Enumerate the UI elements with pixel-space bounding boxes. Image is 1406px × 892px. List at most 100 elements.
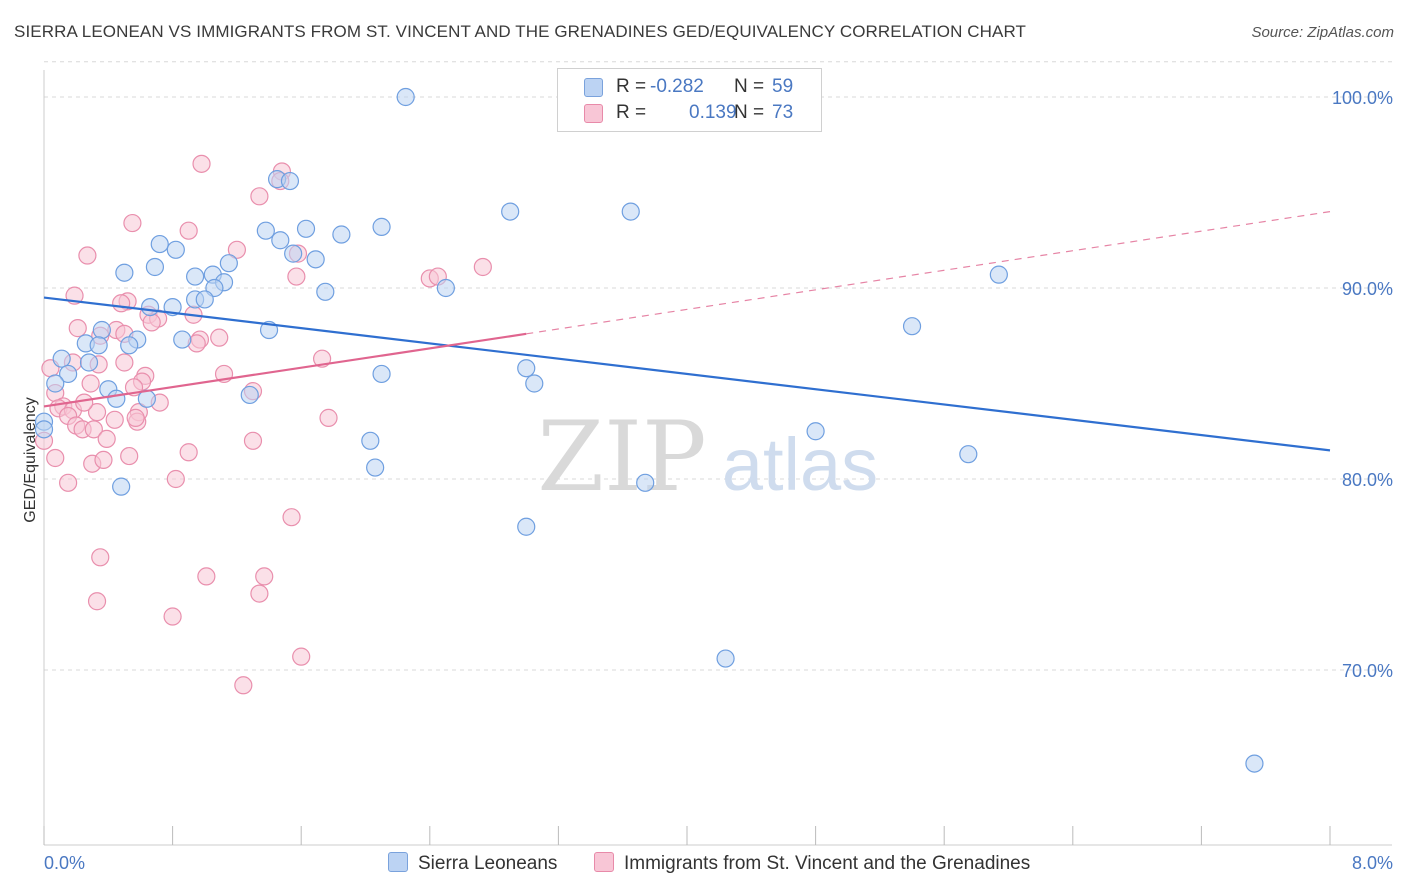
point-sierra-leonean	[959, 445, 978, 464]
point-sierra-leonean	[332, 225, 351, 244]
point-sierra-leonean	[621, 202, 640, 221]
point-st-vincent-immigrant	[91, 548, 110, 567]
legend-swatch-blue	[584, 78, 603, 97]
point-sierra-leonean	[140, 298, 160, 317]
legend-r-label: R =	[616, 102, 647, 123]
point-st-vincent-immigrant	[234, 676, 253, 695]
x-tick-label: 0.0%	[44, 853, 85, 873]
bottom-legend-item-pink[interactable]: Immigrants from St. Vincent and the Gren…	[594, 852, 1030, 875]
point-sierra-leonean	[284, 244, 303, 263]
trend-line-blue	[43, 296, 1331, 452]
point-sierra-leonean	[219, 254, 238, 273]
point-st-vincent-immigrant	[287, 267, 306, 286]
bottom-legend-label: Sierra Leoneans	[418, 853, 558, 874]
point-st-vincent-immigrant	[163, 607, 182, 626]
bottom-legend-swatch-pink	[594, 852, 614, 872]
point-sierra-leonean	[112, 477, 131, 496]
point-st-vincent-immigrant	[97, 429, 116, 448]
point-st-vincent-immigrant	[112, 294, 131, 313]
point-sierra-leonean	[1245, 754, 1264, 773]
point-sierra-leonean	[372, 364, 391, 384]
trend-line-pink	[43, 332, 527, 408]
point-st-vincent-immigrant	[179, 443, 198, 462]
source-label: Source: ZipAtlas.com	[1251, 24, 1394, 41]
point-st-vincent-immigrant	[142, 313, 161, 332]
point-sierra-leonean	[517, 517, 536, 536]
point-st-vincent-immigrant	[123, 213, 142, 233]
point-sierra-leonean	[145, 257, 165, 277]
legend-r-value: -0.282	[650, 76, 704, 97]
point-sierra-leonean	[280, 171, 300, 191]
point-st-vincent-immigrant	[243, 431, 263, 450]
point-sierra-leonean	[79, 353, 99, 372]
point-st-vincent-immigrant	[319, 408, 338, 427]
point-st-vincent-immigrant	[46, 448, 65, 468]
watermark: ZIP atlas	[537, 401, 878, 513]
point-st-vincent-immigrant	[473, 257, 492, 277]
y-tick-label: 80.0%	[1342, 470, 1393, 490]
legend-r-label: R =	[616, 76, 647, 97]
point-sierra-leonean	[372, 217, 391, 236]
point-sierra-leonean	[501, 202, 520, 221]
point-sierra-leonean	[195, 290, 214, 309]
point-sierra-leonean	[361, 431, 380, 450]
point-sierra-leonean	[525, 374, 544, 393]
point-sierra-leonean	[396, 87, 415, 107]
legend-swatch-pink	[584, 104, 603, 123]
point-sierra-leonean	[240, 385, 259, 405]
point-st-vincent-immigrant	[227, 240, 246, 259]
legend-r-value: 0.139	[689, 102, 737, 123]
point-sierra-leonean	[636, 473, 655, 492]
point-st-vincent-immigrant	[94, 450, 113, 469]
point-st-vincent-immigrant	[210, 328, 229, 347]
point-sierra-leonean	[59, 364, 78, 384]
chart-title: SIERRA LEONEAN VS IMMIGRANTS FROM ST. VI…	[14, 22, 1027, 41]
point-sierra-leonean	[173, 330, 192, 349]
point-sierra-leonean	[806, 422, 825, 441]
point-sierra-leonean	[166, 240, 185, 259]
bottom-legend-label: Immigrants from St. Vincent and the Gren…	[624, 853, 1031, 874]
point-sierra-leonean	[296, 219, 316, 238]
point-sierra-leonean	[186, 267, 205, 286]
point-sierra-leonean	[316, 282, 335, 301]
point-st-vincent-immigrant	[292, 647, 311, 666]
point-sierra-leonean	[150, 234, 169, 254]
point-st-vincent-immigrant	[120, 446, 139, 466]
point-st-vincent-immigrant	[197, 567, 216, 586]
y-tick-label: 90.0%	[1342, 279, 1393, 299]
point-st-vincent-immigrant	[105, 410, 124, 429]
point-st-vincent-immigrant	[166, 469, 185, 489]
point-st-vincent-immigrant	[68, 319, 87, 338]
point-st-vincent-immigrant	[250, 187, 269, 206]
trend-line-pink-dashed	[526, 211, 1331, 335]
y-tick-labels: 70.0% 80.0% 90.0% 100.0%	[1332, 88, 1393, 681]
y-tick-label: 100.0%	[1332, 88, 1393, 108]
y-axis-label: GED/Equivalency	[22, 397, 39, 522]
point-st-vincent-immigrant	[179, 221, 198, 240]
point-st-vincent-immigrant	[282, 508, 301, 527]
point-st-vincent-immigrant	[255, 567, 274, 586]
point-st-vincent-immigrant	[87, 403, 107, 422]
x-tick-label: 8.0%	[1352, 853, 1393, 873]
gridlines	[44, 61, 1392, 671]
point-sierra-leonean	[115, 263, 134, 282]
point-sierra-leonean	[517, 359, 536, 378]
point-st-vincent-immigrant	[81, 374, 100, 393]
point-sierra-leonean	[107, 389, 126, 408]
point-sierra-leonean	[256, 221, 275, 240]
point-st-vincent-immigrant	[75, 393, 94, 412]
legend-n-value: 59	[772, 76, 794, 97]
point-sierra-leonean	[902, 317, 922, 336]
point-st-vincent-immigrant	[126, 408, 145, 427]
point-sierra-leonean	[120, 336, 139, 355]
point-sierra-leonean	[271, 231, 290, 250]
bottom-legend-item-blue[interactable]: Sierra Leoneans	[388, 852, 557, 875]
point-st-vincent-immigrant	[192, 154, 211, 173]
trend-lines	[43, 211, 1331, 452]
legend-n-value: 73	[772, 102, 794, 123]
point-sierra-leonean	[989, 265, 1008, 284]
point-sierra-leonean	[716, 649, 735, 668]
point-sierra-leonean	[436, 278, 455, 298]
series-blue-points	[34, 87, 1264, 773]
